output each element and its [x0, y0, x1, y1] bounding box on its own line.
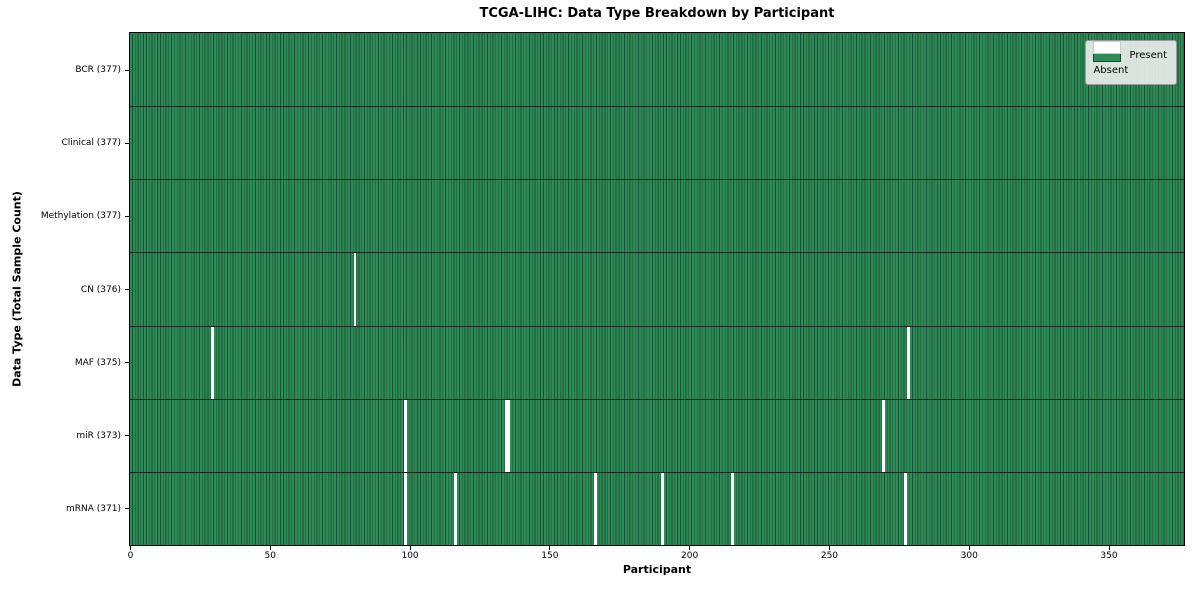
x-tick-label: 150: [541, 551, 559, 561]
legend-item-absent: Absent: [1093, 41, 1167, 78]
y-tick: [125, 362, 129, 364]
heatmap-row-mir: [130, 398, 1184, 472]
absent-marker: [907, 326, 910, 399]
y-tick-label: BCR (377): [75, 65, 121, 76]
chart-title: TCGA-LIHC: Data Type Breakdown by Partic…: [479, 6, 835, 21]
heatmap-row-methylation: [130, 179, 1184, 252]
y-tick: [125, 215, 129, 217]
y-tick: [125, 435, 129, 437]
legend: Present Absent: [1085, 40, 1177, 85]
y-tick-label: Clinical (377): [61, 138, 121, 149]
y-tick: [125, 69, 129, 71]
y-tick: [125, 289, 129, 290]
heatmap-row-bcr: [130, 33, 1184, 106]
x-tick-label: 0: [127, 551, 134, 561]
absent-marker: [882, 399, 885, 472]
x-tick: [828, 546, 830, 550]
absent-marker: [353, 253, 357, 326]
absent-marker: [403, 472, 407, 545]
legend-swatch-absent-icon: [1093, 41, 1122, 54]
absent-marker: [454, 472, 458, 545]
legend-label-absent: Absent: [1093, 65, 1129, 76]
absent-marker: [661, 472, 664, 545]
plot-area: Present Absent: [129, 32, 1185, 546]
x-tick-label: 350: [1100, 551, 1118, 561]
absent-marker: [594, 472, 597, 545]
absent-marker: [904, 472, 908, 545]
y-tick-label: Methylation (377): [40, 211, 121, 222]
legend-label-present: Present: [1129, 49, 1167, 61]
x-tick: [409, 546, 411, 550]
x-tick: [549, 546, 551, 550]
absent-marker: [403, 399, 407, 472]
y-tick: [125, 142, 129, 144]
x-tick: [1108, 546, 1110, 550]
x-tick: [689, 546, 691, 550]
x-tick-label: 250: [820, 551, 839, 561]
heatmap-row-clinical: [130, 106, 1184, 179]
y-tick: [125, 508, 129, 510]
x-tick-label: 50: [264, 551, 277, 561]
x-tick-label: 300: [960, 551, 978, 561]
absent-marker: [504, 399, 508, 472]
heatmap-row-mrna: [130, 471, 1184, 545]
x-tick: [130, 546, 131, 550]
heatmap-row-maf: [130, 325, 1184, 399]
y-tick-label: miR (373): [76, 430, 121, 441]
x-tick-label: 100: [401, 551, 419, 561]
y-tick-label: MAF (375): [74, 357, 121, 368]
y-tick-label: mRNA (371): [66, 503, 121, 514]
x-tick: [269, 546, 271, 550]
absent-marker: [211, 326, 214, 399]
x-axis-label: Participant: [622, 563, 692, 576]
x-tick: [968, 546, 970, 550]
absent-marker: [731, 472, 734, 545]
heatmap-row-cn: [130, 252, 1184, 326]
absent-marker: [507, 399, 511, 472]
x-tick-label: 200: [681, 551, 699, 561]
y-tick-label: CN (376): [80, 284, 121, 295]
